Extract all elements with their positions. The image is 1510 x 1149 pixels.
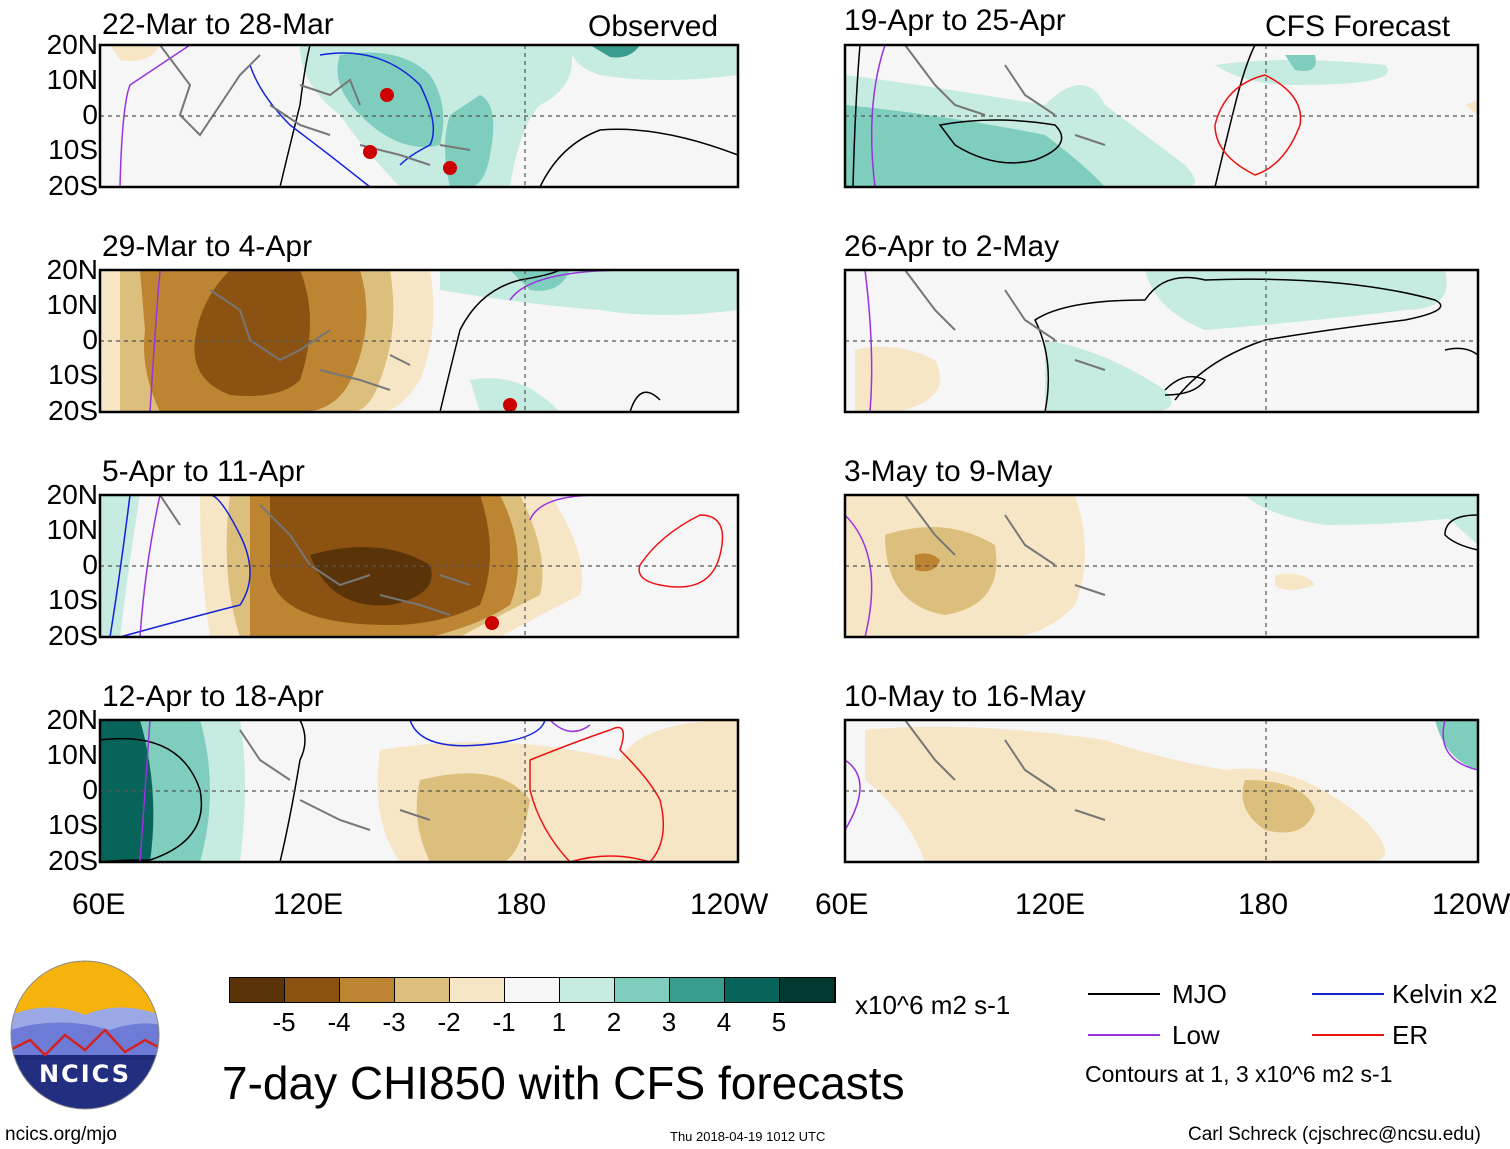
panel-title: 12-Apr to 18-Apr <box>102 680 324 713</box>
colorbar-cell <box>615 978 670 1002</box>
colorbar-cell <box>780 978 835 1002</box>
colorbar-tick: -4 <box>327 1007 351 1037</box>
colorbar-tick: 5 <box>771 1007 787 1037</box>
colorbar-cell <box>285 978 340 1002</box>
x-tick-label: 180 <box>496 888 547 921</box>
colorbar-tick: 3 <box>661 1007 677 1037</box>
storm-marker-icon <box>485 616 499 630</box>
forecast-label: CFS Forecast <box>1265 10 1451 43</box>
x-tick-label: 120W <box>690 888 769 921</box>
y-tick-label: 0 <box>82 99 98 130</box>
footer-timestamp: Thu 2018-04-19 1012 UTC <box>670 1129 826 1144</box>
panel-title: 10-May to 16-May <box>844 680 1086 713</box>
y-tick-label: 20S <box>48 170 98 201</box>
storm-marker-icon <box>363 145 377 159</box>
colorbar-cell <box>395 978 450 1002</box>
map-panel-fcst-1 <box>843 43 1480 189</box>
y-tick-label: 20N <box>46 704 98 735</box>
footer-url[interactable]: ncics.org/mjo <box>5 1124 117 1145</box>
contours-note: Contours at 1, 3 x10^6 m2 s-1 <box>1085 1061 1393 1087</box>
colorbar-cell <box>340 978 395 1002</box>
y-tick-label: 10N <box>46 289 98 320</box>
colorbar-cell <box>450 978 505 1002</box>
colorbar-tick: -2 <box>437 1007 461 1037</box>
y-tick-label: 20S <box>48 845 98 876</box>
panel-title: 5-Apr to 11-Apr <box>102 455 305 488</box>
y-tick-label: 0 <box>82 549 98 580</box>
panel-title: 26-Apr to 2-May <box>844 230 1060 263</box>
colorbar-tick: -5 <box>272 1007 296 1037</box>
colorbar <box>229 977 836 1003</box>
legend-label-low: Low <box>1172 1020 1220 1050</box>
map-panel-fcst-4 <box>843 718 1480 864</box>
panel-title: 29-Mar to 4-Apr <box>102 230 313 263</box>
storm-marker-icon <box>503 398 517 412</box>
panel-title: 19-Apr to 25-Apr <box>844 4 1066 37</box>
colorbar-tick: 4 <box>716 1007 732 1037</box>
colorbar-cell <box>670 978 725 1002</box>
y-tick-label: 20S <box>48 395 98 426</box>
y-tick-label: 20N <box>46 479 98 510</box>
map-panel-obs-2 <box>98 268 740 414</box>
x-tick-label: 120E <box>273 888 344 921</box>
panel-title: 3-May to 9-May <box>844 455 1053 488</box>
y-tick-label: 20S <box>48 620 98 651</box>
observed-label: Observed <box>588 10 719 43</box>
colorbar-tick: -1 <box>492 1007 516 1037</box>
storm-marker-icon <box>380 88 394 102</box>
y-tick-label: 10N <box>46 514 98 545</box>
legend-swatch-kelvin <box>1312 993 1384 995</box>
map-panel-obs-1 <box>98 43 740 189</box>
x-tick-label: 60E <box>72 888 126 921</box>
legend-label-er: ER <box>1392 1020 1429 1050</box>
map-panel-fcst-2 <box>843 268 1480 414</box>
x-tick-label: 120W <box>1432 888 1510 921</box>
map-panel-fcst-3 <box>843 493 1480 639</box>
colorbar-tick: -3 <box>382 1007 406 1037</box>
y-tick-label: 0 <box>82 774 98 805</box>
legend-label-mjo: MJO <box>1172 979 1227 1009</box>
map-panel-obs-3 <box>98 493 740 639</box>
legend-label-kelvin: Kelvin x2 <box>1392 979 1498 1009</box>
y-tick-label: 10S <box>48 584 98 615</box>
legend-swatch-mjo <box>1088 993 1160 995</box>
y-tick-label: 10N <box>46 64 98 95</box>
y-tick-label: 10S <box>48 359 98 390</box>
y-tick-label: 10S <box>48 134 98 165</box>
colorbar-cell <box>725 978 780 1002</box>
y-tick-label: 20N <box>46 29 98 60</box>
colorbar-unit: x10^6 m2 s-1 <box>855 990 1011 1020</box>
x-tick-label: 60E <box>815 888 869 921</box>
y-tick-label: 10S <box>48 809 98 840</box>
panel-title: 22-Mar to 28-Mar <box>102 8 334 41</box>
y-tick-label: 0 <box>82 324 98 355</box>
logo-text: NCICS <box>39 1060 131 1088</box>
x-tick-label: 120E <box>1015 888 1086 921</box>
y-tick-label: 20N <box>46 254 98 285</box>
colorbar-cell <box>505 978 560 1002</box>
x-tick-label: 180 <box>1238 888 1289 921</box>
legend-swatch-low <box>1088 1034 1160 1036</box>
y-tick-label: 10N <box>46 739 98 770</box>
colorbar-tick: 1 <box>551 1007 567 1037</box>
figure-title: 7-day CHI850 with CFS forecasts <box>222 1057 905 1109</box>
map-panel-obs-4 <box>98 718 740 864</box>
storm-marker-icon <box>443 161 457 175</box>
legend-swatch-er <box>1312 1034 1384 1036</box>
colorbar-tick: 2 <box>606 1007 622 1037</box>
footer-author: Carl Schreck (cjschrec@ncsu.edu) <box>1188 1124 1481 1145</box>
colorbar-cell <box>230 978 285 1002</box>
ncics-logo: NCICS <box>10 960 160 1110</box>
colorbar-cell <box>560 978 615 1002</box>
